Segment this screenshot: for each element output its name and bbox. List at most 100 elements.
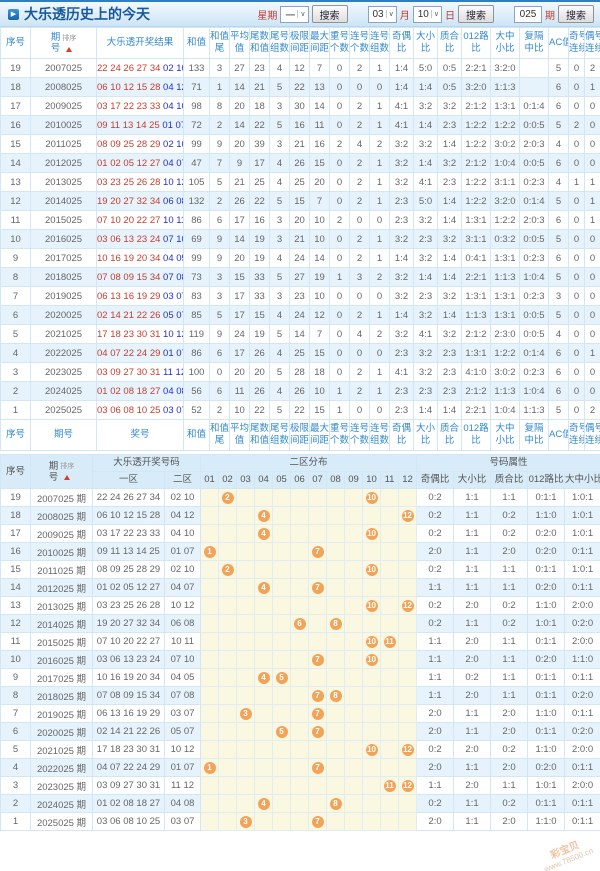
distribution-table-body: 19 2007025 期 22 24 26 27 34 02 10 2 10 0:2 1:1 1… [0,488,600,831]
cell-limit-span: 22 [289,77,310,97]
date-search-button[interactable]: 搜索 [458,5,494,23]
cell-max-span: 20 [309,172,330,192]
front-numbers: 03 17 22 23 33 [97,100,161,112]
cell-attr-2: 2:0 [490,542,529,561]
cell-dist-07: 7 [308,812,328,831]
cell-avg: 14 [229,77,250,97]
t2-col-attr-3: 012路比 [527,471,566,489]
front-numbers: 06 10 12 15 28 [97,81,161,93]
t1-col-consec-count: 连号 个数 [349,419,370,451]
day-select[interactable]: 10 ∨ [412,5,442,23]
watermark: 彩宝贝 www.78500.cn [537,832,595,871]
cell-big-mid-small: 3:2:0 [490,191,520,211]
column-label: 012路 [463,423,489,434]
cell-dist-07 [308,596,328,615]
cell-issue: 2014025 期 [30,614,93,633]
table-row: 11 2015025 期 07 10 20 22 27 10 11 10 11 1:1 2:0… [0,632,600,651]
cell-zone2: 04 07 [163,578,202,597]
cell-avg: 20 [229,248,250,268]
cell-dist-03 [236,506,256,525]
cell-sum: 98 [183,96,210,116]
back-numbers: 04 08 [163,385,182,397]
sort-control[interactable]: 排序 [60,463,74,480]
cell-attr-3: 1:1:0 [527,740,566,759]
cell-dist-11 [380,812,400,831]
t1-col-issue[interactable]: 期号排序 [30,27,97,59]
cell-limit-span: 21 [289,134,310,154]
cell-tail-groups: 3 [269,229,290,249]
cell-tail-groups: 3 [269,210,290,230]
cell-seq: 2 [0,794,31,813]
cell-road012: 3:1:1 [461,229,491,249]
number-ball: 7 [311,761,324,774]
month-select[interactable]: 03 ∨ [367,5,397,23]
cell-odd-even: 1:4 [389,305,414,325]
t2-col-attr-0: 奇偶比 [416,471,455,489]
cell-sum: 99 [183,134,210,154]
week-select[interactable]: 一 ∨ [280,5,309,23]
cell-tail-groups: 4 [269,248,290,268]
cell-dist-05 [272,650,292,669]
cell-sum-tail: 9 [209,324,230,344]
table-row: 8 2018025 期 07 08 09 15 34 07 08 7 8 1:1 2:0 1:1… [0,686,600,705]
cell-odd-even: 2:3 [389,400,414,420]
cell-big-mid-small: 1:2:2 [490,210,520,230]
cell-odd-consec: 0 [568,381,585,401]
cell-dist-11 [380,722,400,741]
cell-seq: 13 [0,596,31,615]
cell-avg: 24 [229,324,250,344]
cell-limit-span: 26 [289,153,310,173]
cell-zone2: 07 10 [163,650,202,669]
cell-prime-comp: 3:2 [437,324,462,344]
issue-search-button[interactable]: 搜索 [558,5,594,23]
cell-zone1: 22 24 26 27 34 [92,488,165,507]
cell-dist-08 [326,578,346,597]
cell-consec-count: 2 [349,305,370,325]
cell-dist-02 [218,740,238,759]
sort-label: 排序 [60,463,75,470]
number-ball: 4 [257,527,270,540]
cell-dist-10 [362,794,382,813]
t1-col-big-small: 大小比 [413,419,438,451]
cell-big-small: 5:0 [413,191,438,211]
cell-sum-tail: 8 [209,96,230,116]
cell-sum-tail: 3 [209,267,230,287]
cell-road012: 1:3:1 [461,343,491,363]
week-search-button[interactable]: 搜索 [311,5,348,23]
cell-zone1: 07 08 09 15 34 [92,686,165,705]
t2-col-issue[interactable]: 期号排序 [30,454,93,489]
cell-seq: 19 [0,58,31,78]
cell-dist-10 [362,686,382,705]
number-ball: 10 [365,491,378,504]
column-label: 间距 [290,43,310,54]
cell-issue: 2010025 [30,115,97,135]
cell-seq: 12 [0,191,31,211]
column-label: AC值 [549,37,568,48]
header-row: 序号期号排序 大乐透开奖结果 和值 和值尾平均值尾数 和值 尾号 组数 极限 间距 最大 间距 重号个… [0,27,600,59]
cell-zone1: 04 07 22 24 29 [92,758,165,777]
column-label: AC值 [549,429,568,440]
cell-avg: 20 [229,96,250,116]
column-label: 比 [444,435,455,446]
cell-dist-10: 10 [362,488,382,507]
issue-input[interactable] [514,5,542,23]
front-numbers: 22 24 26 27 34 [97,62,161,74]
column-label: 比 [396,435,407,446]
sort-label: 排序 [62,34,77,42]
cell-big-mid-small: 1:0:4 [490,153,520,173]
cell-consec-count: 2 [349,153,370,173]
cell-zone1: 08 09 25 28 29 [92,560,165,579]
cell-tail-sum: 18 [249,96,270,116]
cell-tail-sum: 20 [249,362,270,382]
sort-control[interactable]: 排序 [62,35,76,52]
stats-table-footer: 序号 期号 奖号 和值 和值尾平均值尾数 和值 尾号 组数 极限 间距 最大 间距 重号 个数 连号 个数 连号… [0,419,600,451]
cell-attr-0: 1:1 [416,650,455,669]
cell-dist-08 [326,740,346,759]
cell-dist-11 [380,506,400,525]
cell-seq: 14 [0,578,31,597]
cell-dist-03 [236,560,256,579]
cell-seq: 7 [0,704,31,723]
cell-dist-11 [380,488,400,507]
cell-prime-comp: 2:3 [437,172,462,192]
